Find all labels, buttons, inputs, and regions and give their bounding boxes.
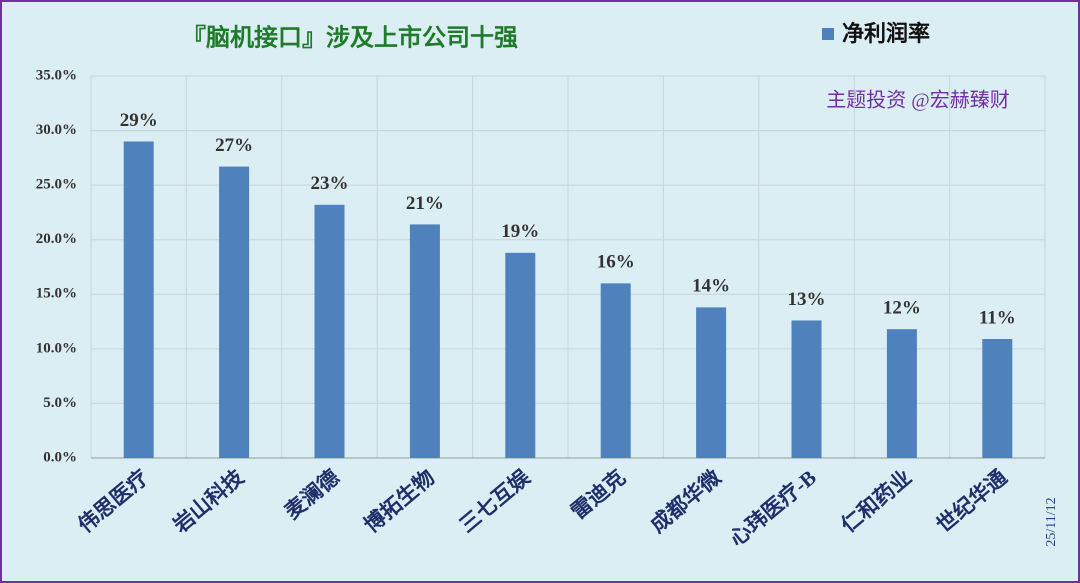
date-label: 25/11/12 [1044,497,1059,546]
bar [982,339,1013,458]
y-tick-label: 35.0% [36,67,77,83]
watermark: 主题投资 @宏赫臻财 [826,89,1009,112]
bar [886,329,917,458]
chart-title: 『脑机接口』涉及上市公司十强 [182,24,518,52]
bar [314,204,345,458]
value-label: 12% [883,298,921,319]
value-label: 13% [788,289,826,310]
y-tick-label: 20.0% [36,231,77,247]
bar [791,320,822,458]
bar [123,141,154,458]
bar [409,224,440,458]
y-tick-label: 0.0% [43,449,77,465]
y-tick-label: 25.0% [36,177,77,193]
bar [505,252,536,458]
value-label: 11% [979,307,1016,328]
y-tick-label: 5.0% [43,395,77,411]
y-tick-label: 30.0% [36,122,77,138]
value-label: 16% [597,252,635,273]
bar [696,307,727,458]
y-tick-label: 15.0% [36,286,77,302]
legend-label: 净利润率 [842,21,930,46]
value-label: 21% [406,193,444,214]
value-label: 23% [311,173,349,194]
value-label: 14% [692,276,730,297]
legend-swatch [822,28,834,40]
y-tick-label: 10.0% [36,340,77,356]
bar [600,283,631,458]
bar [219,166,250,459]
value-label: 27% [215,135,253,156]
value-label: 19% [501,221,539,242]
value-label: 29% [120,110,158,131]
